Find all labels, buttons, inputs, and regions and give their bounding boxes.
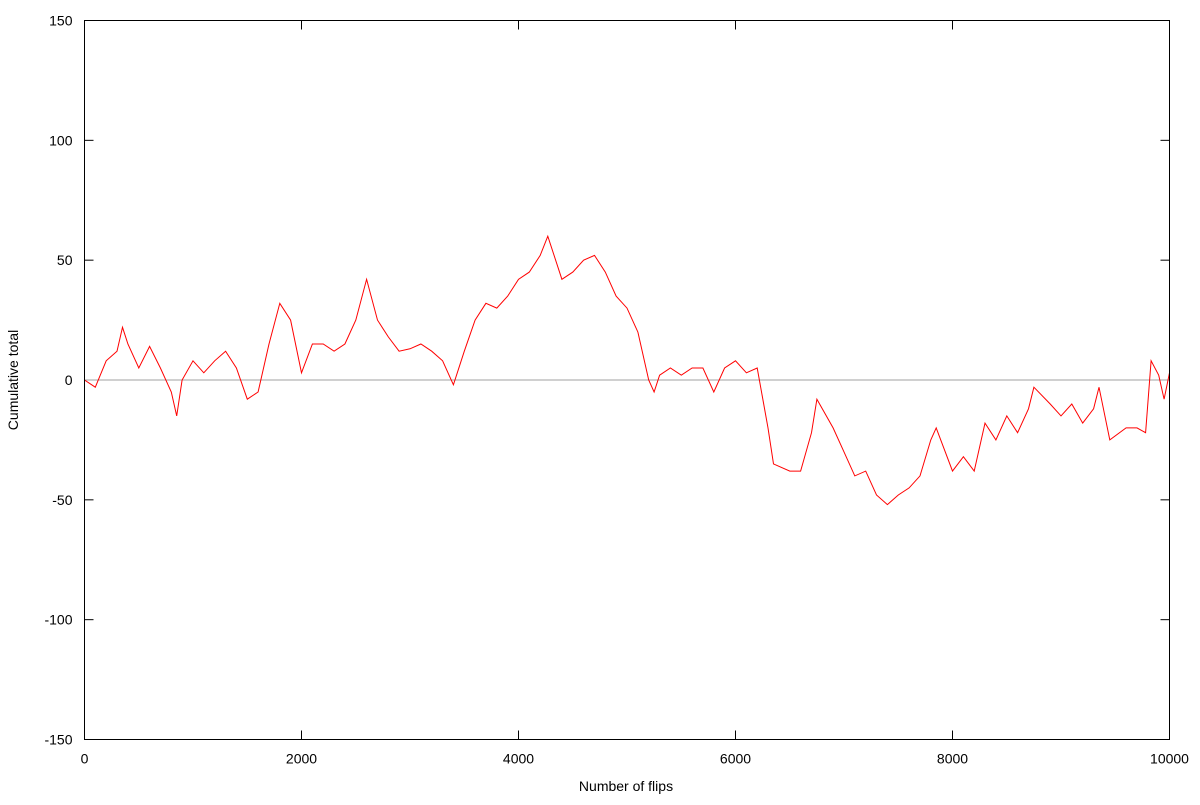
y-tick-label: 100 <box>49 132 73 148</box>
x-tick-label: 10000 <box>1150 751 1189 767</box>
ticks: 0 2000 4000 6000 8000 10000 -150 -100 -50 0 50 100 1… <box>44 13 1189 767</box>
x-tick-label: 8000 <box>937 751 968 767</box>
x-tick-label: 4000 <box>503 751 534 767</box>
x-tick-label: 0 <box>81 751 89 767</box>
x-tick-label: 2000 <box>286 751 317 767</box>
x-tick-label: 6000 <box>720 751 751 767</box>
y-tick-label: 50 <box>57 252 73 268</box>
y-axis-label: Cumulative total <box>5 330 21 430</box>
y-tick-label: -50 <box>52 492 72 508</box>
series-line <box>84 234 1170 506</box>
y-tick-label: -150 <box>44 732 72 748</box>
y-tick-label: 150 <box>49 13 73 29</box>
plot-frame <box>84 20 1170 740</box>
y-tick-label: -100 <box>44 612 72 628</box>
y-tick-label: 0 <box>65 372 73 388</box>
x-axis-label: Number of flips <box>579 778 673 794</box>
